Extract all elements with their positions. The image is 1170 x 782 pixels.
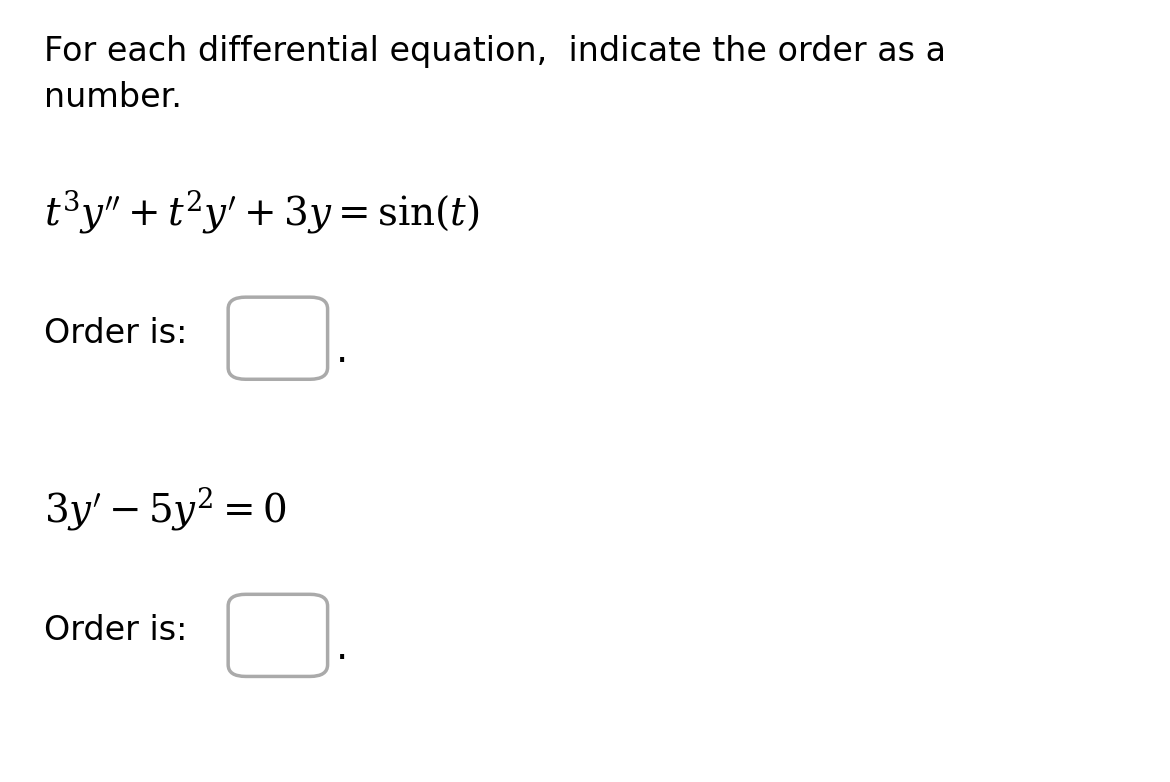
Text: For each differential equation,  indicate the order as a
number.: For each differential equation, indicate… [44,35,947,114]
Text: $3y'-5y^2 = 0$: $3y'-5y^2 = 0$ [44,485,287,532]
Text: $t^3y''+t^2y'+3y = \mathrm{sin}(t)$: $t^3y''+t^2y'+3y = \mathrm{sin}(t)$ [44,188,480,235]
Text: Order is:: Order is: [44,317,188,350]
Text: .: . [336,332,349,370]
Text: .: . [336,629,349,667]
FancyBboxPatch shape [228,594,328,676]
FancyBboxPatch shape [228,297,328,379]
Text: Order is:: Order is: [44,614,188,647]
